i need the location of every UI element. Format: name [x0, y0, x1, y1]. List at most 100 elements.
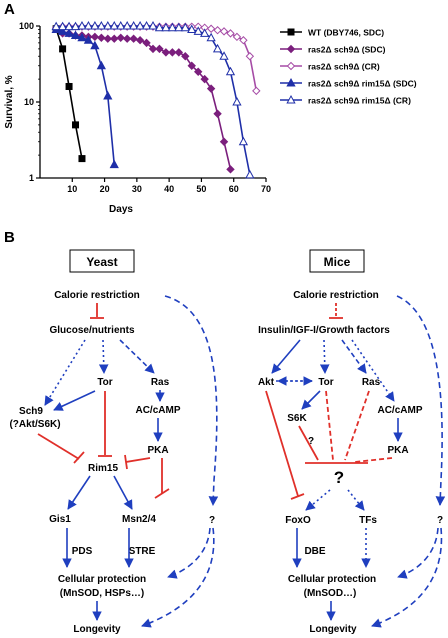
- edge-glucose-tor: [98, 339, 109, 374]
- data-point: [122, 34, 132, 43]
- data-point: [109, 159, 119, 169]
- mice-akt: Akt: [258, 377, 275, 388]
- edge-akt-foxo: [265, 390, 299, 497]
- edge-question-longevity: [371, 527, 443, 628]
- mice-ras: Ras: [362, 377, 381, 388]
- data-point: [232, 96, 242, 106]
- legend-marker: [286, 94, 296, 104]
- legend-label: ras2Δ sch9Δ rim15Δ (CR): [308, 96, 411, 106]
- legend-label: ras2Δ sch9Δ rim15Δ (SDC): [308, 79, 417, 89]
- data-point: [213, 26, 222, 35]
- data-point: [168, 48, 177, 57]
- edge-rim15-gis1: [67, 475, 91, 510]
- edge-glucose-sch9: [44, 339, 86, 406]
- edge-tor-node: [325, 390, 334, 461]
- data-point: [70, 21, 81, 31]
- data-point: [57, 21, 68, 31]
- mice-s6k: S6K: [287, 413, 307, 424]
- data-point: [245, 169, 255, 179]
- data-point: [116, 20, 126, 30]
- edge-question-protection: [397, 527, 439, 579]
- mice-calorie-restriction: Calorie restriction: [293, 290, 379, 301]
- edge-sch9-rim15-bar: [73, 451, 85, 464]
- edge-akt-foxo-bar: [290, 493, 305, 500]
- series-3: [51, 24, 119, 169]
- data-point: [64, 28, 74, 37]
- series-line: [55, 28, 232, 170]
- edge-insulin-accamp: [351, 339, 395, 402]
- data-point: [181, 52, 190, 61]
- mice-insulin-igf: Insulin/IGF-I/Growth factors: [258, 325, 390, 336]
- yeast-activation-edges: [44, 295, 219, 628]
- yeast-pds: PDS: [72, 546, 93, 557]
- data-point: [110, 34, 119, 43]
- edge-pka-rim15: [125, 457, 151, 463]
- yeast-ras: Ras: [151, 377, 170, 388]
- data-point: [90, 20, 100, 30]
- data-point: [154, 22, 165, 32]
- x-tick-label: 20: [100, 184, 110, 194]
- y-ticks: 1 10 100: [19, 21, 40, 183]
- data-point: [83, 20, 94, 30]
- data-point: [180, 22, 190, 32]
- edge-node-tfs: [347, 489, 365, 511]
- edge-tor-s6k: [301, 390, 321, 410]
- data-point: [232, 32, 242, 42]
- mice-ac-camp: AC/cAMP: [377, 405, 422, 416]
- data-point: [245, 52, 255, 61]
- edge-insulin-tor: [319, 339, 330, 374]
- mice-tfs: TFs: [359, 515, 377, 526]
- edge-pka-rim15-bar: [124, 454, 128, 470]
- yeast-pka: PKA: [147, 445, 168, 456]
- data-point: [135, 36, 145, 45]
- edge-question-longevity: [141, 527, 215, 628]
- data-point: [193, 67, 203, 76]
- legend-marker: [286, 77, 296, 87]
- yeast-inhibition-edges: [37, 303, 170, 499]
- mice-foxo: FoxO: [285, 515, 311, 526]
- mice-title: Mice: [324, 255, 351, 269]
- yeast-sch9-sub: (?Akt/S6K): [9, 419, 60, 430]
- x-axis-label: Days: [109, 204, 133, 215]
- x-tick-label: 60: [229, 184, 239, 194]
- mice-tor: Tor: [318, 377, 333, 388]
- edge-s6k-node: [298, 425, 319, 461]
- legend-label: ras2Δ sch9Δ (SDC): [308, 45, 386, 55]
- data-point: [65, 82, 73, 90]
- yeast-cellular-protection: Cellular protection: [58, 574, 146, 585]
- yeast-rim15: Rim15: [88, 463, 118, 474]
- data-point: [96, 60, 106, 70]
- data-point: [187, 61, 196, 70]
- edge-node-foxo: [305, 489, 331, 511]
- edge-cr-question: [396, 295, 446, 506]
- data-point: [64, 21, 74, 31]
- panel-a-label: A: [4, 1, 15, 18]
- survival-chart: 10 20 30 40 50 60 70 1 10 100 Days Survival, %: [4, 20, 271, 215]
- yeast-gis1: Gis1: [49, 514, 71, 525]
- data-point: [238, 136, 249, 146]
- data-point: [161, 48, 171, 57]
- mice-s6k-question: ?: [308, 436, 314, 447]
- x-ticks: 10 20 30 40 50 60 70: [67, 178, 271, 194]
- data-point: [83, 35, 94, 44]
- data-point: [103, 90, 113, 100]
- data-point: [70, 30, 81, 39]
- yeast-sch9: Sch9: [19, 406, 43, 417]
- edge-pka-msn-bar: [154, 488, 170, 499]
- data-point: [77, 32, 87, 42]
- mice-title-box: [309, 249, 365, 273]
- data-point: [200, 74, 209, 84]
- data-point: [212, 43, 223, 53]
- data-point: [142, 38, 151, 48]
- x-tick-label: 40: [164, 184, 174, 194]
- data-point: [226, 165, 235, 174]
- data-point: [77, 20, 87, 30]
- data-point: [57, 26, 68, 35]
- data-point: [59, 45, 67, 53]
- legend-label: ras2Δ sch9Δ (CR): [308, 62, 380, 72]
- mice-longevity: Longevity: [309, 624, 357, 635]
- legend: WT (DBY746, SDC) ras2Δ sch9Δ (SDC) ras2Δ s…: [280, 28, 417, 106]
- data-point: [219, 137, 229, 146]
- yeast-stre: STRE: [129, 546, 156, 557]
- data-point: [141, 20, 152, 30]
